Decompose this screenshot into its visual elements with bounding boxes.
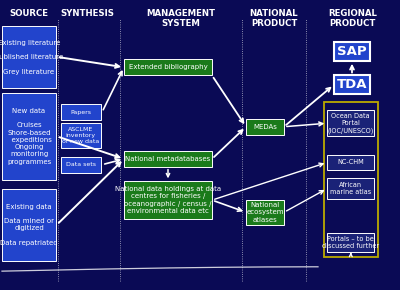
Text: Data sets: Data sets	[66, 162, 96, 167]
FancyBboxPatch shape	[124, 59, 212, 75]
FancyBboxPatch shape	[124, 151, 212, 167]
Text: REGIONAL
PRODUCT: REGIONAL PRODUCT	[328, 9, 377, 28]
FancyBboxPatch shape	[246, 119, 284, 135]
Text: MANAGEMENT
SYSTEM: MANAGEMENT SYSTEM	[146, 9, 215, 28]
FancyBboxPatch shape	[2, 26, 56, 88]
FancyBboxPatch shape	[61, 104, 101, 120]
FancyBboxPatch shape	[327, 233, 374, 252]
FancyBboxPatch shape	[61, 157, 101, 173]
FancyBboxPatch shape	[2, 93, 56, 180]
FancyBboxPatch shape	[327, 110, 374, 136]
Text: NC-CHM: NC-CHM	[338, 160, 364, 165]
Text: Existing data

Data mined or
digitized

Data repatriated: Existing data Data mined or digitized Da…	[0, 204, 58, 246]
FancyBboxPatch shape	[334, 75, 370, 94]
Text: Ocean Data
Portal
(IOC/UNESCO): Ocean Data Portal (IOC/UNESCO)	[328, 113, 374, 134]
FancyBboxPatch shape	[327, 178, 374, 199]
FancyBboxPatch shape	[61, 123, 101, 148]
Text: TDA: TDA	[337, 78, 367, 91]
FancyBboxPatch shape	[2, 188, 56, 261]
Text: National metadatabases: National metadatabases	[125, 156, 211, 162]
Text: African
marine atlas: African marine atlas	[330, 182, 371, 195]
FancyBboxPatch shape	[246, 200, 284, 225]
Text: Papers: Papers	[70, 110, 91, 115]
Text: New data

Cruises
Shore-based
  expeditions
Ongoing
monitoring
programmes: New data Cruises Shore-based expeditions…	[6, 108, 52, 165]
Text: NATIONAL
PRODUCT: NATIONAL PRODUCT	[250, 9, 298, 28]
FancyBboxPatch shape	[327, 155, 374, 170]
Text: Portals – to be
discussed further: Portals – to be discussed further	[322, 236, 379, 249]
Text: SOURCE: SOURCE	[9, 9, 48, 18]
Text: Extended bibliography: Extended bibliography	[129, 64, 207, 70]
FancyBboxPatch shape	[334, 42, 370, 61]
Text: SAP: SAP	[337, 45, 367, 58]
FancyBboxPatch shape	[124, 181, 212, 219]
Text: SYNTHESIS: SYNTHESIS	[60, 9, 114, 18]
Text: Existing literature

Published literature

Grey literature: Existing literature Published literature…	[0, 40, 63, 75]
Text: ASCLME
inventory
of new data: ASCLME inventory of new data	[62, 127, 100, 144]
Text: National
ecosystem
atlases: National ecosystem atlases	[246, 202, 284, 223]
Text: MEDAs: MEDAs	[253, 124, 277, 130]
Text: National data holdings at data
centres for fisheries /
oceanographic / census /
: National data holdings at data centres f…	[115, 186, 221, 214]
